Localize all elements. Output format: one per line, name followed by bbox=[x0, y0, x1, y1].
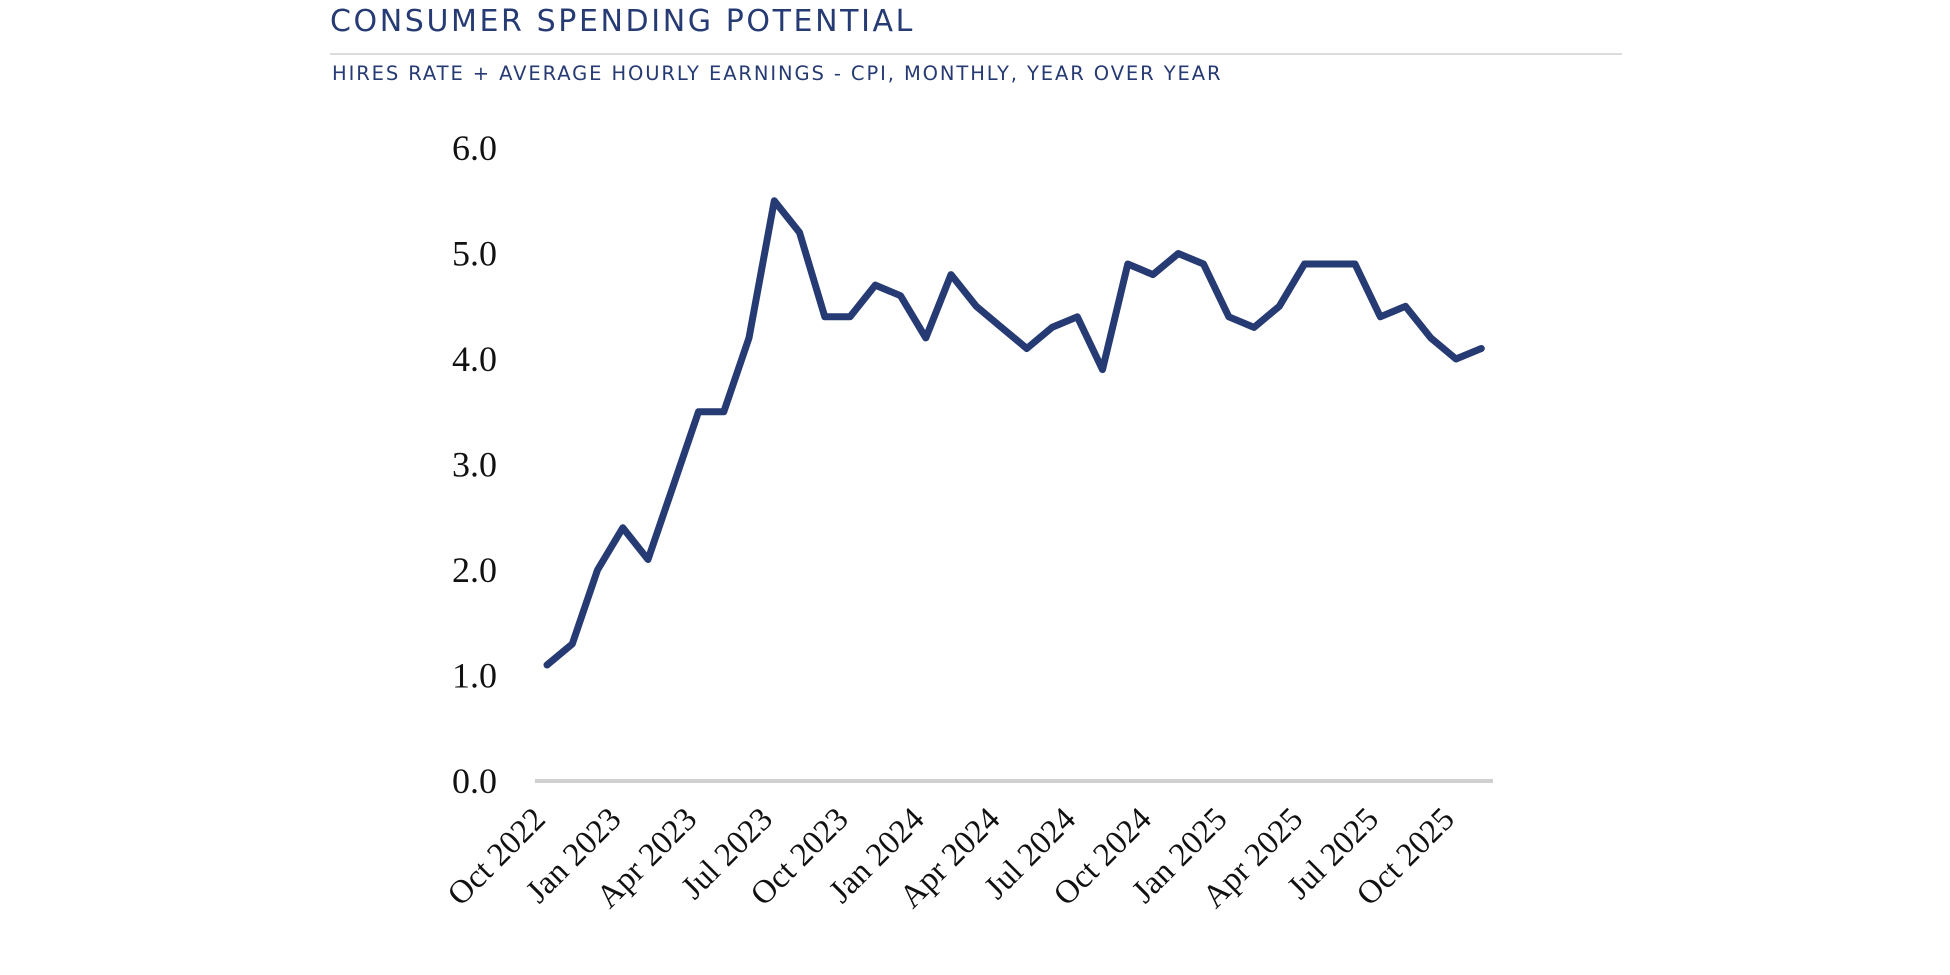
title-divider bbox=[330, 53, 1622, 55]
y-tick-label: 1.0 bbox=[452, 656, 497, 696]
data-line bbox=[543, 197, 1485, 669]
y-tick-label: 2.0 bbox=[452, 550, 497, 590]
y-tick-label: 0.0 bbox=[452, 761, 497, 801]
chart-title: CONSUMER SPENDING POTENTIAL bbox=[330, 4, 915, 39]
chart-subtitle: HIRES RATE + AVERAGE HOURLY EARNINGS - C… bbox=[332, 62, 1223, 85]
y-tick-label: 4.0 bbox=[452, 339, 497, 379]
y-tick-label: 6.0 bbox=[452, 128, 497, 168]
y-tick-label: 5.0 bbox=[452, 234, 497, 274]
y-tick-label: 3.0 bbox=[452, 445, 497, 485]
